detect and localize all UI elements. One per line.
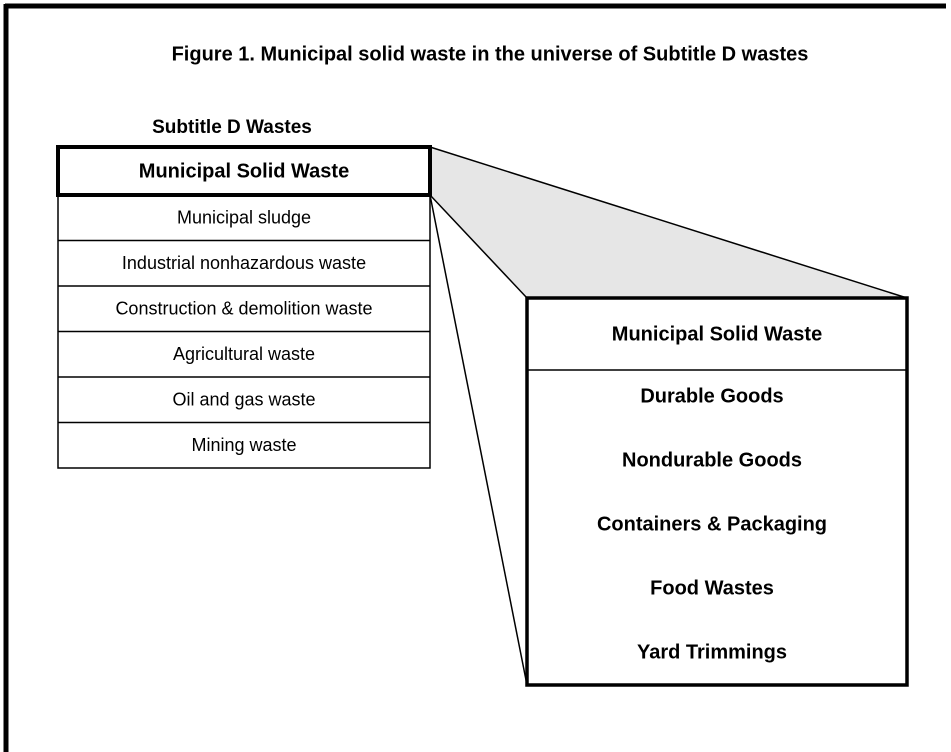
right-item: Durable Goods <box>640 385 783 407</box>
zoom-line <box>429 146 908 299</box>
left-row: Oil and gas waste <box>172 390 315 410</box>
left-row: Mining waste <box>191 435 296 455</box>
left-row: Construction & demolition waste <box>115 299 372 319</box>
right-box: Municipal Solid Waste Durable Goods Nondu… <box>525 296 909 687</box>
right-box-frame <box>525 296 909 687</box>
left-box: Municipal Solid Waste Municipal sludge In… <box>56 145 432 469</box>
left-row: Industrial nonhazardous waste <box>122 253 366 273</box>
right-item: Nondurable Goods <box>622 449 802 471</box>
left-heading: Subtitle D Wastes <box>152 117 312 138</box>
title: Figure 1. Municipal solid waste in the u… <box>172 43 809 65</box>
zoom-line <box>429 194 528 299</box>
right-item: Food Wastes <box>650 577 774 599</box>
right-item: Yard Trimmings <box>637 641 787 663</box>
left-row: Agricultural waste <box>173 344 315 364</box>
right-header: Municipal Solid Waste <box>612 323 822 345</box>
right-item: Containers & Packaging <box>597 513 827 535</box>
left-header-box <box>56 145 432 197</box>
left-row: Municipal sludge <box>177 208 311 228</box>
zoom-line <box>429 194 528 686</box>
left-header: Municipal Solid Waste <box>139 160 349 182</box>
